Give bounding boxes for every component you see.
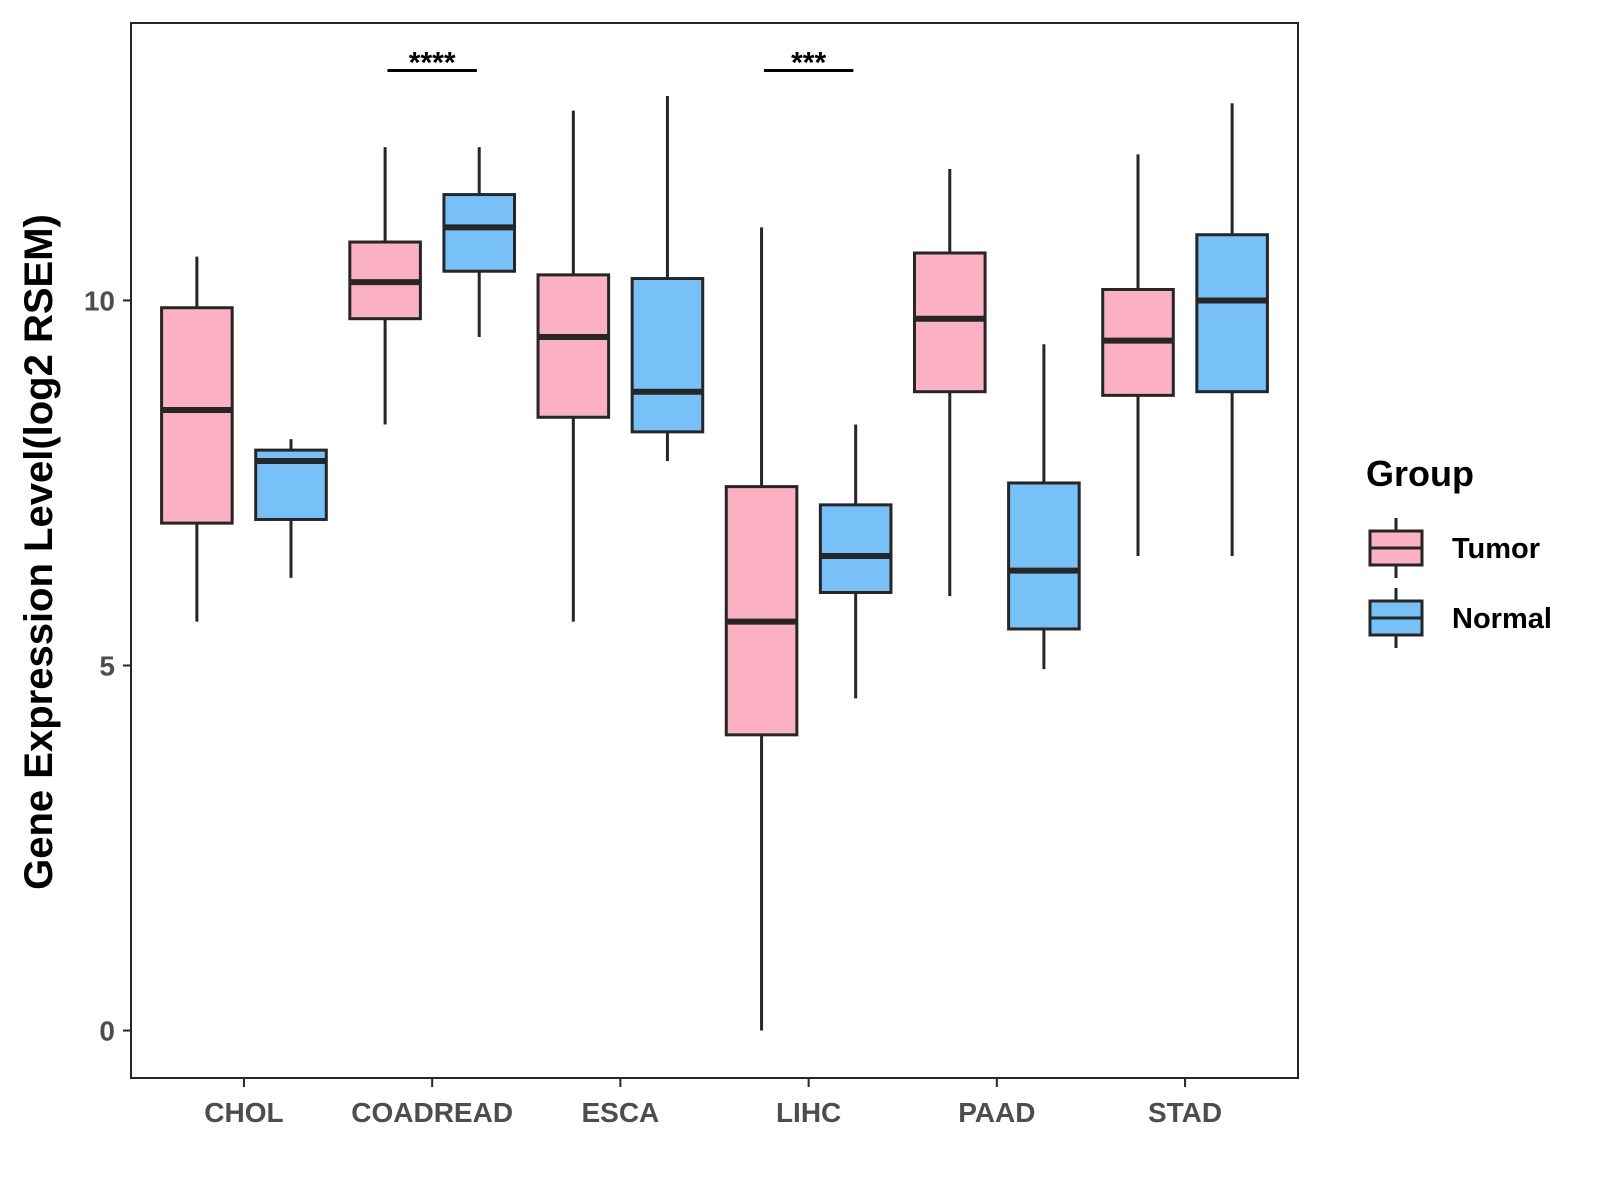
legend-items: Tumor Normal: [1368, 518, 1552, 648]
x-tick-label-chol: CHOL: [204, 1097, 283, 1128]
y-tick-label-10: 10: [84, 285, 115, 316]
box-esca-normal: [630, 96, 705, 462]
box-body-chol-tumor: [160, 306, 234, 525]
box-body-lihc-normal: [818, 503, 893, 594]
legend-title: Group: [1366, 453, 1474, 494]
box-coadread-normal: [442, 147, 517, 337]
box-lihc-normal: [818, 424, 893, 699]
x-tick-label-esca: ESCA: [581, 1097, 659, 1128]
x-tick-label-lihc: LIHC: [776, 1097, 841, 1128]
x-tick-label-stad: STAD: [1148, 1097, 1222, 1128]
significance-label-lihc: ***: [791, 46, 826, 79]
y-axis: 0 5 10: [84, 285, 131, 1047]
x-axis: CHOL COADREAD ESCA LIHC PAAD STAD: [204, 1078, 1222, 1128]
significance-label-coadread: ****: [409, 46, 456, 79]
box-lihc-tumor: [724, 227, 799, 1031]
box-body-coadread-normal: [442, 193, 517, 273]
significance-layer: **** ***: [387, 46, 854, 79]
box-body-esca-tumor: [536, 273, 611, 419]
boxes-layer: [160, 96, 1269, 1031]
box-stad-tumor: [1101, 154, 1175, 556]
y-axis-title: Gene Expression Level(log2 RSEM): [17, 214, 61, 890]
box-esca-tumor: [536, 110, 611, 622]
y-tick-label-0: 0: [99, 1016, 115, 1047]
legend-label-tumor: Tumor: [1452, 533, 1540, 565]
box-body-stad-normal: [1195, 233, 1269, 394]
box-body-esca-normal: [630, 277, 705, 434]
box-paad-normal: [1007, 344, 1081, 670]
box-coadread-tumor: [348, 147, 422, 425]
legend: Group Tumor Normal: [1366, 453, 1552, 648]
plot-panel: [130, 22, 1299, 1079]
legend-label-normal: Normal: [1452, 603, 1552, 635]
x-tick-label-coadread: COADREAD: [351, 1097, 513, 1128]
box-body-paad-normal: [1007, 481, 1081, 631]
box-chol-normal: [254, 439, 328, 578]
x-tick-label-paad: PAAD: [958, 1097, 1035, 1128]
box-body-lihc-tumor: [724, 485, 799, 737]
box-paad-tumor: [912, 169, 987, 597]
box-body-paad-tumor: [912, 251, 987, 394]
box-stad-normal: [1195, 103, 1269, 556]
y-tick-label-5: 5: [99, 650, 115, 681]
box-chol-tumor: [160, 256, 234, 622]
